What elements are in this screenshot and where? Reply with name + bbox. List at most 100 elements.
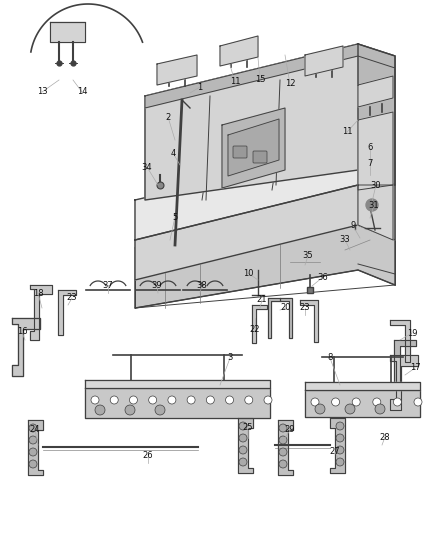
Text: 1: 1 <box>198 83 203 92</box>
Text: 35: 35 <box>303 252 313 261</box>
Circle shape <box>245 396 253 404</box>
Polygon shape <box>135 185 395 280</box>
Text: 16: 16 <box>17 327 27 336</box>
Text: 7: 7 <box>367 158 373 167</box>
Text: 13: 13 <box>37 87 47 96</box>
Text: 28: 28 <box>380 432 390 441</box>
Polygon shape <box>135 148 395 240</box>
Circle shape <box>206 396 214 404</box>
Text: 9: 9 <box>350 222 356 230</box>
Circle shape <box>168 396 176 404</box>
Text: 18: 18 <box>33 288 43 297</box>
Circle shape <box>332 398 339 406</box>
Text: 23: 23 <box>67 294 78 303</box>
Text: 20: 20 <box>281 303 291 312</box>
Text: 38: 38 <box>197 280 207 289</box>
Polygon shape <box>300 300 318 342</box>
Circle shape <box>264 396 272 404</box>
Text: 34: 34 <box>141 163 152 172</box>
Circle shape <box>375 404 385 414</box>
Circle shape <box>336 434 344 442</box>
Text: 12: 12 <box>285 79 295 88</box>
Polygon shape <box>330 418 345 473</box>
FancyBboxPatch shape <box>253 151 267 163</box>
Polygon shape <box>358 185 393 240</box>
FancyBboxPatch shape <box>233 146 247 158</box>
Text: 5: 5 <box>173 213 178 222</box>
Text: 11: 11 <box>342 127 352 136</box>
Text: 21: 21 <box>257 295 267 304</box>
Polygon shape <box>12 318 40 376</box>
Text: 17: 17 <box>410 364 420 373</box>
Text: 23: 23 <box>300 303 310 312</box>
Circle shape <box>155 405 165 415</box>
Polygon shape <box>305 382 420 390</box>
Circle shape <box>311 398 319 406</box>
Text: 27: 27 <box>330 448 340 456</box>
Circle shape <box>91 396 99 404</box>
Circle shape <box>279 424 287 432</box>
Circle shape <box>336 422 344 430</box>
Polygon shape <box>220 36 258 66</box>
Circle shape <box>315 404 325 414</box>
Polygon shape <box>30 285 52 340</box>
Text: 33: 33 <box>339 236 350 245</box>
Polygon shape <box>358 170 395 240</box>
Circle shape <box>239 434 247 442</box>
Polygon shape <box>278 420 293 475</box>
Polygon shape <box>85 388 270 418</box>
Text: 14: 14 <box>77 87 87 96</box>
Text: 11: 11 <box>230 77 240 86</box>
Text: 29: 29 <box>285 425 295 434</box>
Circle shape <box>187 396 195 404</box>
Polygon shape <box>85 380 270 388</box>
Circle shape <box>148 396 157 404</box>
Circle shape <box>279 436 287 444</box>
Polygon shape <box>252 305 267 343</box>
Text: 3: 3 <box>227 353 233 362</box>
Text: 31: 31 <box>369 200 379 209</box>
Polygon shape <box>305 46 343 76</box>
Text: 37: 37 <box>102 280 113 289</box>
Circle shape <box>29 448 37 456</box>
Circle shape <box>279 448 287 456</box>
Polygon shape <box>135 210 395 308</box>
Polygon shape <box>58 290 76 335</box>
Circle shape <box>366 199 378 211</box>
Circle shape <box>239 422 247 430</box>
Polygon shape <box>305 390 420 417</box>
Text: 39: 39 <box>152 280 162 289</box>
Polygon shape <box>268 298 280 338</box>
Text: 22: 22 <box>250 326 260 335</box>
Text: 15: 15 <box>255 75 265 84</box>
Circle shape <box>352 398 360 406</box>
Text: 4: 4 <box>170 149 176 157</box>
Circle shape <box>110 396 118 404</box>
Text: 30: 30 <box>371 181 381 190</box>
Polygon shape <box>238 418 253 473</box>
Circle shape <box>226 396 233 404</box>
Text: 6: 6 <box>367 143 373 152</box>
Polygon shape <box>358 112 393 190</box>
Circle shape <box>239 446 247 454</box>
Polygon shape <box>390 320 410 362</box>
Polygon shape <box>228 119 279 176</box>
Text: 19: 19 <box>407 328 417 337</box>
Polygon shape <box>145 44 395 108</box>
Circle shape <box>29 460 37 468</box>
Circle shape <box>130 396 138 404</box>
Text: 8: 8 <box>327 353 333 362</box>
Circle shape <box>95 405 105 415</box>
Text: 24: 24 <box>30 425 40 434</box>
Circle shape <box>279 460 287 468</box>
Polygon shape <box>280 298 292 338</box>
Circle shape <box>29 436 37 444</box>
Circle shape <box>373 398 381 406</box>
Polygon shape <box>145 44 395 200</box>
Text: 25: 25 <box>243 424 253 432</box>
Circle shape <box>345 404 355 414</box>
Polygon shape <box>358 44 395 185</box>
Polygon shape <box>394 340 416 385</box>
Polygon shape <box>50 22 85 42</box>
Text: 26: 26 <box>143 450 153 459</box>
